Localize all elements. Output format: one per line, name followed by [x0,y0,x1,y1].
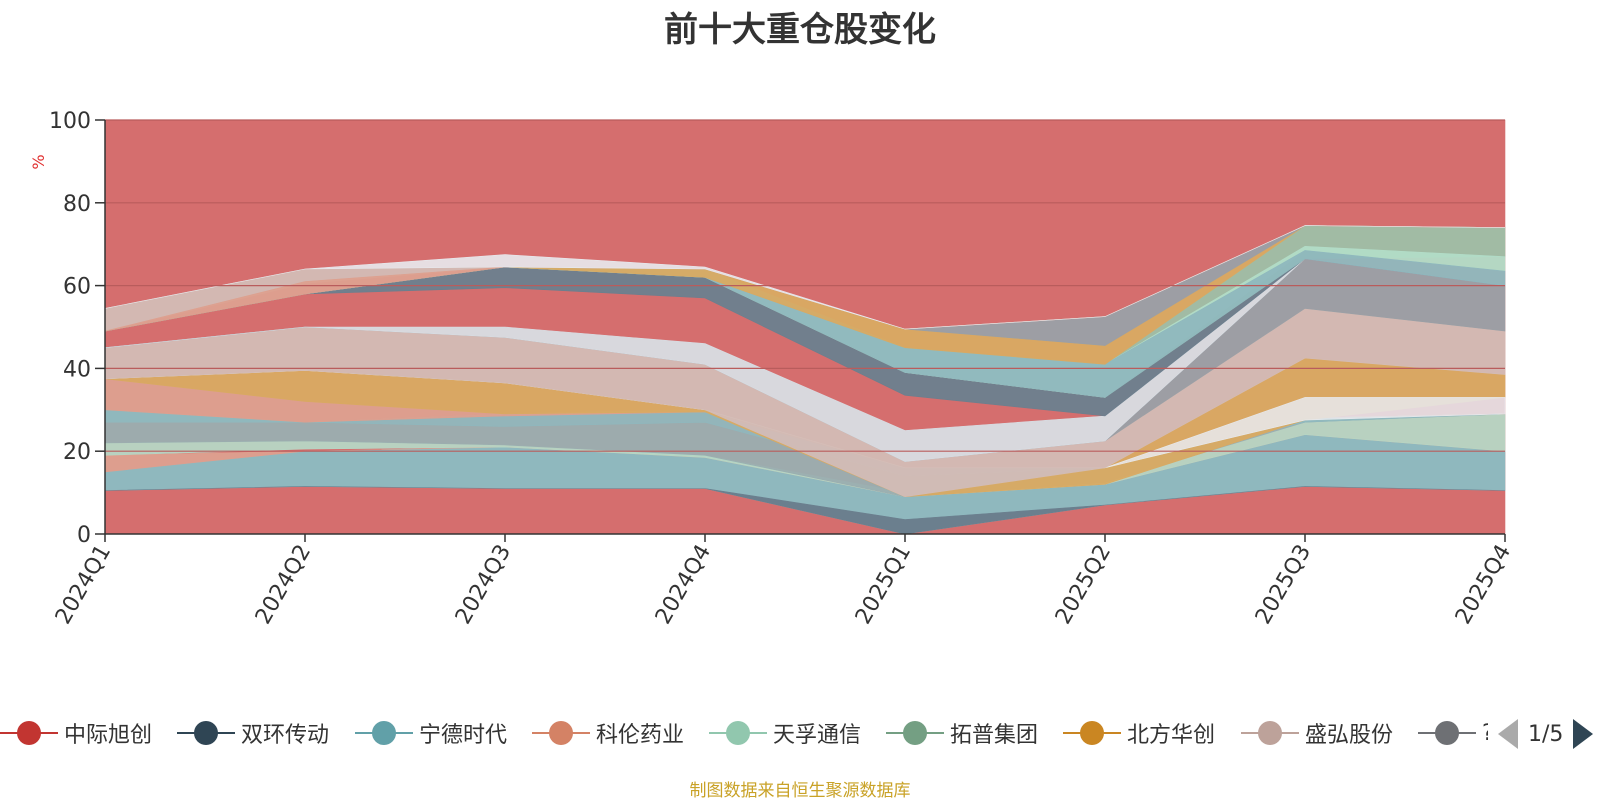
area-band [104,225,1506,330]
legend-item[interactable]: 宁德时代 [355,718,507,748]
chart-area: % 0 20 40 60 80 100 2024Q1 2024Q2 2024Q3 2024Q4 20… [29,109,1516,629]
legend-item[interactable]: 双环传动 [177,718,329,748]
legend-swatch [1241,718,1299,748]
y-tick-label: 60 [63,275,91,300]
legend-item[interactable]: ? [1418,718,1488,748]
legend-item[interactable]: 盛弘股份 [1241,718,1393,748]
x-tick-label: 2024Q3 [451,541,516,629]
gridlines [105,119,1505,452]
legend-label: 中际旭创 [64,723,153,748]
legend-items: 中际旭创 双环传动 宁德时代 科伦药业 天孚通信 拓普集团 北方华创 盛弘股份? [0,704,1488,764]
x-tick-label: 2025Q1 [851,541,916,629]
x-tick-label: 2024Q4 [651,541,716,629]
chart-title: 前十大重仓股变化 [664,10,936,50]
x-tick-label: 2024Q1 [51,541,116,629]
data-source-note: 制图数据来自恒生聚源数据库 [689,781,911,801]
legend-label: 科伦药业 [596,723,685,748]
x-tick-label: 2024Q2 [251,541,316,629]
area-bands [104,119,1506,535]
y-tick-label: 40 [63,357,91,382]
x-tick-label: 2025Q3 [1251,541,1316,629]
legend-swatch [532,718,590,748]
area-band [104,486,1506,535]
triangle-right-icon[interactable] [1573,719,1594,749]
legend-page-indicator: 1/5 [1528,721,1564,747]
legend-label: 天孚通信 [773,723,862,748]
legend-item[interactable]: 科伦药业 [532,718,684,748]
legend-label: 宁德时代 [419,723,508,748]
legend-label: 双环传动 [241,723,330,748]
x-tick-label: 2025Q4 [1451,541,1516,629]
legend-label: 盛弘股份 [1305,723,1394,748]
legend-item[interactable]: 北方华创 [1063,718,1215,748]
legend-swatch [355,718,413,748]
legend-item[interactable]: 拓普集团 [886,718,1038,748]
legend-item[interactable]: 天孚通信 [709,718,861,748]
y-tick-label: 100 [49,109,91,134]
legend-label: 拓普集团 [950,723,1039,748]
legend-swatch [709,718,767,748]
y-tick-label: 20 [63,440,91,465]
y-tick-label: 80 [63,192,91,217]
y-tick-label: 0 [77,523,91,548]
legend-swatch [0,718,58,748]
legend-label: 北方华创 [1127,723,1216,748]
x-tick-label: 2025Q2 [1051,541,1116,629]
legend-swatch [1063,718,1121,748]
legend-label: ? [1482,721,1488,746]
triangle-left-icon[interactable] [1498,719,1518,749]
legend-pager: 1/5 [1498,714,1594,754]
legend-item[interactable]: 中际旭创 [0,718,152,748]
y-axis-label: % [29,154,48,169]
legend-swatch [177,718,235,748]
legend-swatch [1418,718,1476,748]
legend: 中际旭创 双环传动 宁德时代 科伦药业 天孚通信 拓普集团 北方华创 盛弘股份? 1/5 [0,704,1600,764]
legend-swatch [886,718,944,748]
